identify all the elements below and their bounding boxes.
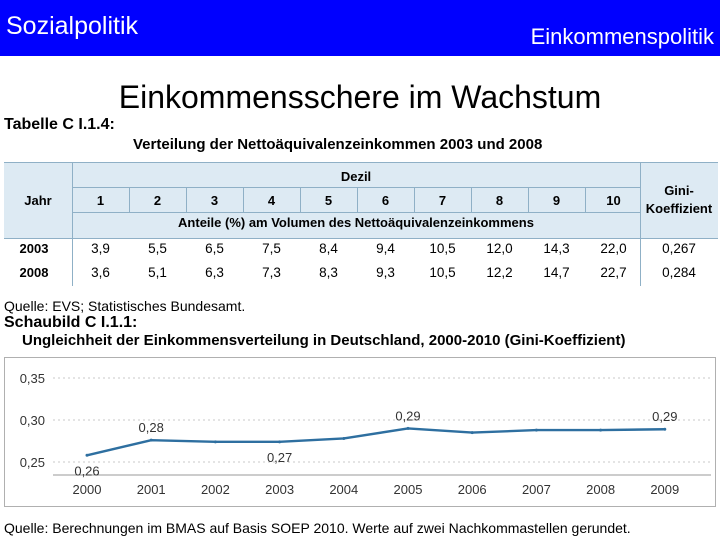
table-header-decile: 5: [324, 193, 333, 208]
x-tick-label: 2006: [458, 482, 487, 497]
x-tick-label: 2005: [394, 482, 423, 497]
y-tick-label: 0,25: [20, 455, 45, 470]
gini-chart-frame: 0,25 0,30 0,35 2000 2001 2002 2003 2004 2005 2006…: [4, 357, 716, 507]
table-cell-value: 5,1: [148, 265, 167, 280]
y-tick-label: 0,30: [20, 413, 45, 428]
gini-series-line: [86, 427, 665, 457]
chart-title: Ungleichheit der Einkommensverteilung in…: [22, 332, 626, 349]
header-left-title: Sozialpolitik: [6, 12, 139, 40]
table-cell-value: 14,7: [543, 265, 570, 280]
gini-line-chart: 0,25 0,30 0,35 2000 2001 2002 2003 2004 2005 2006…: [20, 371, 711, 497]
table-dezil-divider: [72, 187, 640, 188]
table-cell-value: 9,4: [376, 241, 395, 256]
gini-data-point: [85, 453, 89, 457]
table-decile-divider: [72, 212, 640, 213]
data-label: 0,26: [74, 463, 99, 478]
table-gini-divider: [640, 162, 641, 286]
x-tick-label: 2001: [137, 482, 166, 497]
table-cell-value: 10,5: [429, 241, 456, 256]
gini-data-point: [149, 438, 153, 442]
gini-data-point: [342, 436, 346, 440]
table-cell-value: 10,5: [429, 265, 456, 280]
table-cell-value: 12,2: [486, 265, 513, 280]
table-cell-value: 7,3: [262, 265, 281, 280]
table-header-bottom: [4, 238, 718, 239]
table-cell-value: 3,9: [91, 241, 110, 256]
table-header-gini-line2: Koeffizient: [645, 201, 713, 216]
table-cell-value: 22,7: [600, 265, 627, 280]
header-right-title: Einkommenspolitik: [530, 24, 714, 49]
table-header-decile: 1: [96, 193, 105, 208]
table-header-decile: 4: [267, 193, 276, 208]
table-cell-gini: 0,267: [662, 241, 696, 256]
data-label: 0,29: [395, 408, 420, 423]
table-header-decile: 3: [210, 193, 219, 208]
gini-data-point: [534, 428, 538, 432]
x-tick-label: 2003: [265, 482, 294, 497]
x-tick-label: 2009: [650, 482, 679, 497]
table-decile-col-divider: [585, 187, 586, 212]
table-cell-value: 8,3: [319, 265, 338, 280]
table-cell-value: 9,3: [376, 265, 395, 280]
y-tick-label: 0,35: [20, 371, 45, 386]
data-label: 0,28: [139, 420, 164, 435]
chart-label: Schaubild C I.1.1:: [4, 314, 138, 331]
x-tick-label: 2008: [586, 482, 615, 497]
slide-title: Einkommensschere im Wachstum: [118, 79, 602, 115]
table-decile-col-divider: [414, 187, 415, 212]
chart-source-note: Quelle: Berechnungen im BMAS auf Basis S…: [4, 520, 631, 536]
table-header-decile: 2: [153, 193, 162, 208]
table-cell-value: 3,6: [91, 265, 110, 280]
x-tick-label: 2000: [73, 482, 102, 497]
table-header-jahr: Jahr: [24, 193, 52, 208]
data-label: 0,27: [267, 450, 292, 465]
x-tick-label: 2004: [329, 482, 358, 497]
table-cell-value: 12,0: [486, 241, 513, 256]
table-decile-col-divider: [528, 187, 529, 212]
table-cell-value: 5,5: [148, 241, 167, 256]
table-decile-col-divider: [300, 187, 301, 212]
table-label: Tabelle C I.1.4:: [4, 116, 115, 133]
x-tick-label: 2002: [201, 482, 230, 497]
x-tick-label: 2007: [522, 482, 551, 497]
table-cell-gini: 0,284: [662, 265, 696, 280]
data-label: 0,29: [652, 409, 677, 424]
table-cell-value: 14,3: [543, 241, 570, 256]
table-top-border: [4, 162, 718, 163]
header-bar: Sozialpolitik Einkommenspolitik: [0, 0, 720, 56]
table-subheader: Anteile (%) am Volumen des Nettoäquivale…: [178, 215, 534, 230]
table-decile-col-divider: [186, 187, 187, 212]
gini-data-point: [278, 440, 282, 444]
table-header-decile: 8: [495, 193, 504, 208]
table-header-decile: 10: [606, 193, 621, 208]
gini-data-point: [663, 427, 667, 431]
table-cell-value: 6,3: [205, 265, 224, 280]
table-source-note: Quelle: EVS; Statistisches Bundesamt.: [4, 298, 246, 314]
table-cell-value: 6,5: [205, 241, 224, 256]
table-header-decile: 7: [438, 193, 447, 208]
table-header-dezil: Dezil: [340, 169, 372, 184]
table-header-gini-line1: Gini-: [664, 183, 694, 198]
gini-data-point: [470, 431, 474, 435]
table-decile-col-divider: [357, 187, 358, 212]
table-jahr-divider: [72, 162, 73, 286]
table-decile-col-divider: [243, 187, 244, 212]
table-header-decile: 6: [381, 193, 390, 208]
table-cell-value: 22,0: [600, 241, 627, 256]
table-cell-value: 8,4: [319, 241, 338, 256]
table-row-year: 2008: [19, 265, 49, 280]
table-header-background: [4, 162, 718, 238]
gini-data-point: [213, 440, 217, 444]
table-header-decile: 9: [552, 193, 561, 208]
table-title: Verteilung der Nettoäquivalenzeinkommen …: [133, 136, 543, 153]
table-row-year: 2003: [19, 241, 49, 256]
table-cell-value: 7,5: [262, 241, 281, 256]
distribution-table: Jahr Dezil Gini- Koeffizient 1 2 3 4 5 6 7 8 9 10 Ante…: [4, 162, 718, 286]
gini-data-point: [406, 426, 410, 430]
table-decile-col-divider: [471, 187, 472, 212]
gini-data-point: [599, 428, 603, 432]
table-decile-col-divider: [129, 187, 130, 212]
